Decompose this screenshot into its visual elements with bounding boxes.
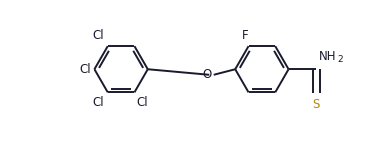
Text: S: S — [313, 98, 320, 111]
Text: O: O — [202, 68, 211, 81]
Text: NH: NH — [319, 50, 337, 63]
Text: Cl: Cl — [92, 96, 104, 109]
Text: F: F — [242, 29, 249, 42]
Text: Cl: Cl — [92, 29, 104, 42]
Text: Cl: Cl — [79, 63, 91, 76]
Text: Cl: Cl — [136, 96, 148, 109]
Text: 2: 2 — [337, 55, 343, 64]
